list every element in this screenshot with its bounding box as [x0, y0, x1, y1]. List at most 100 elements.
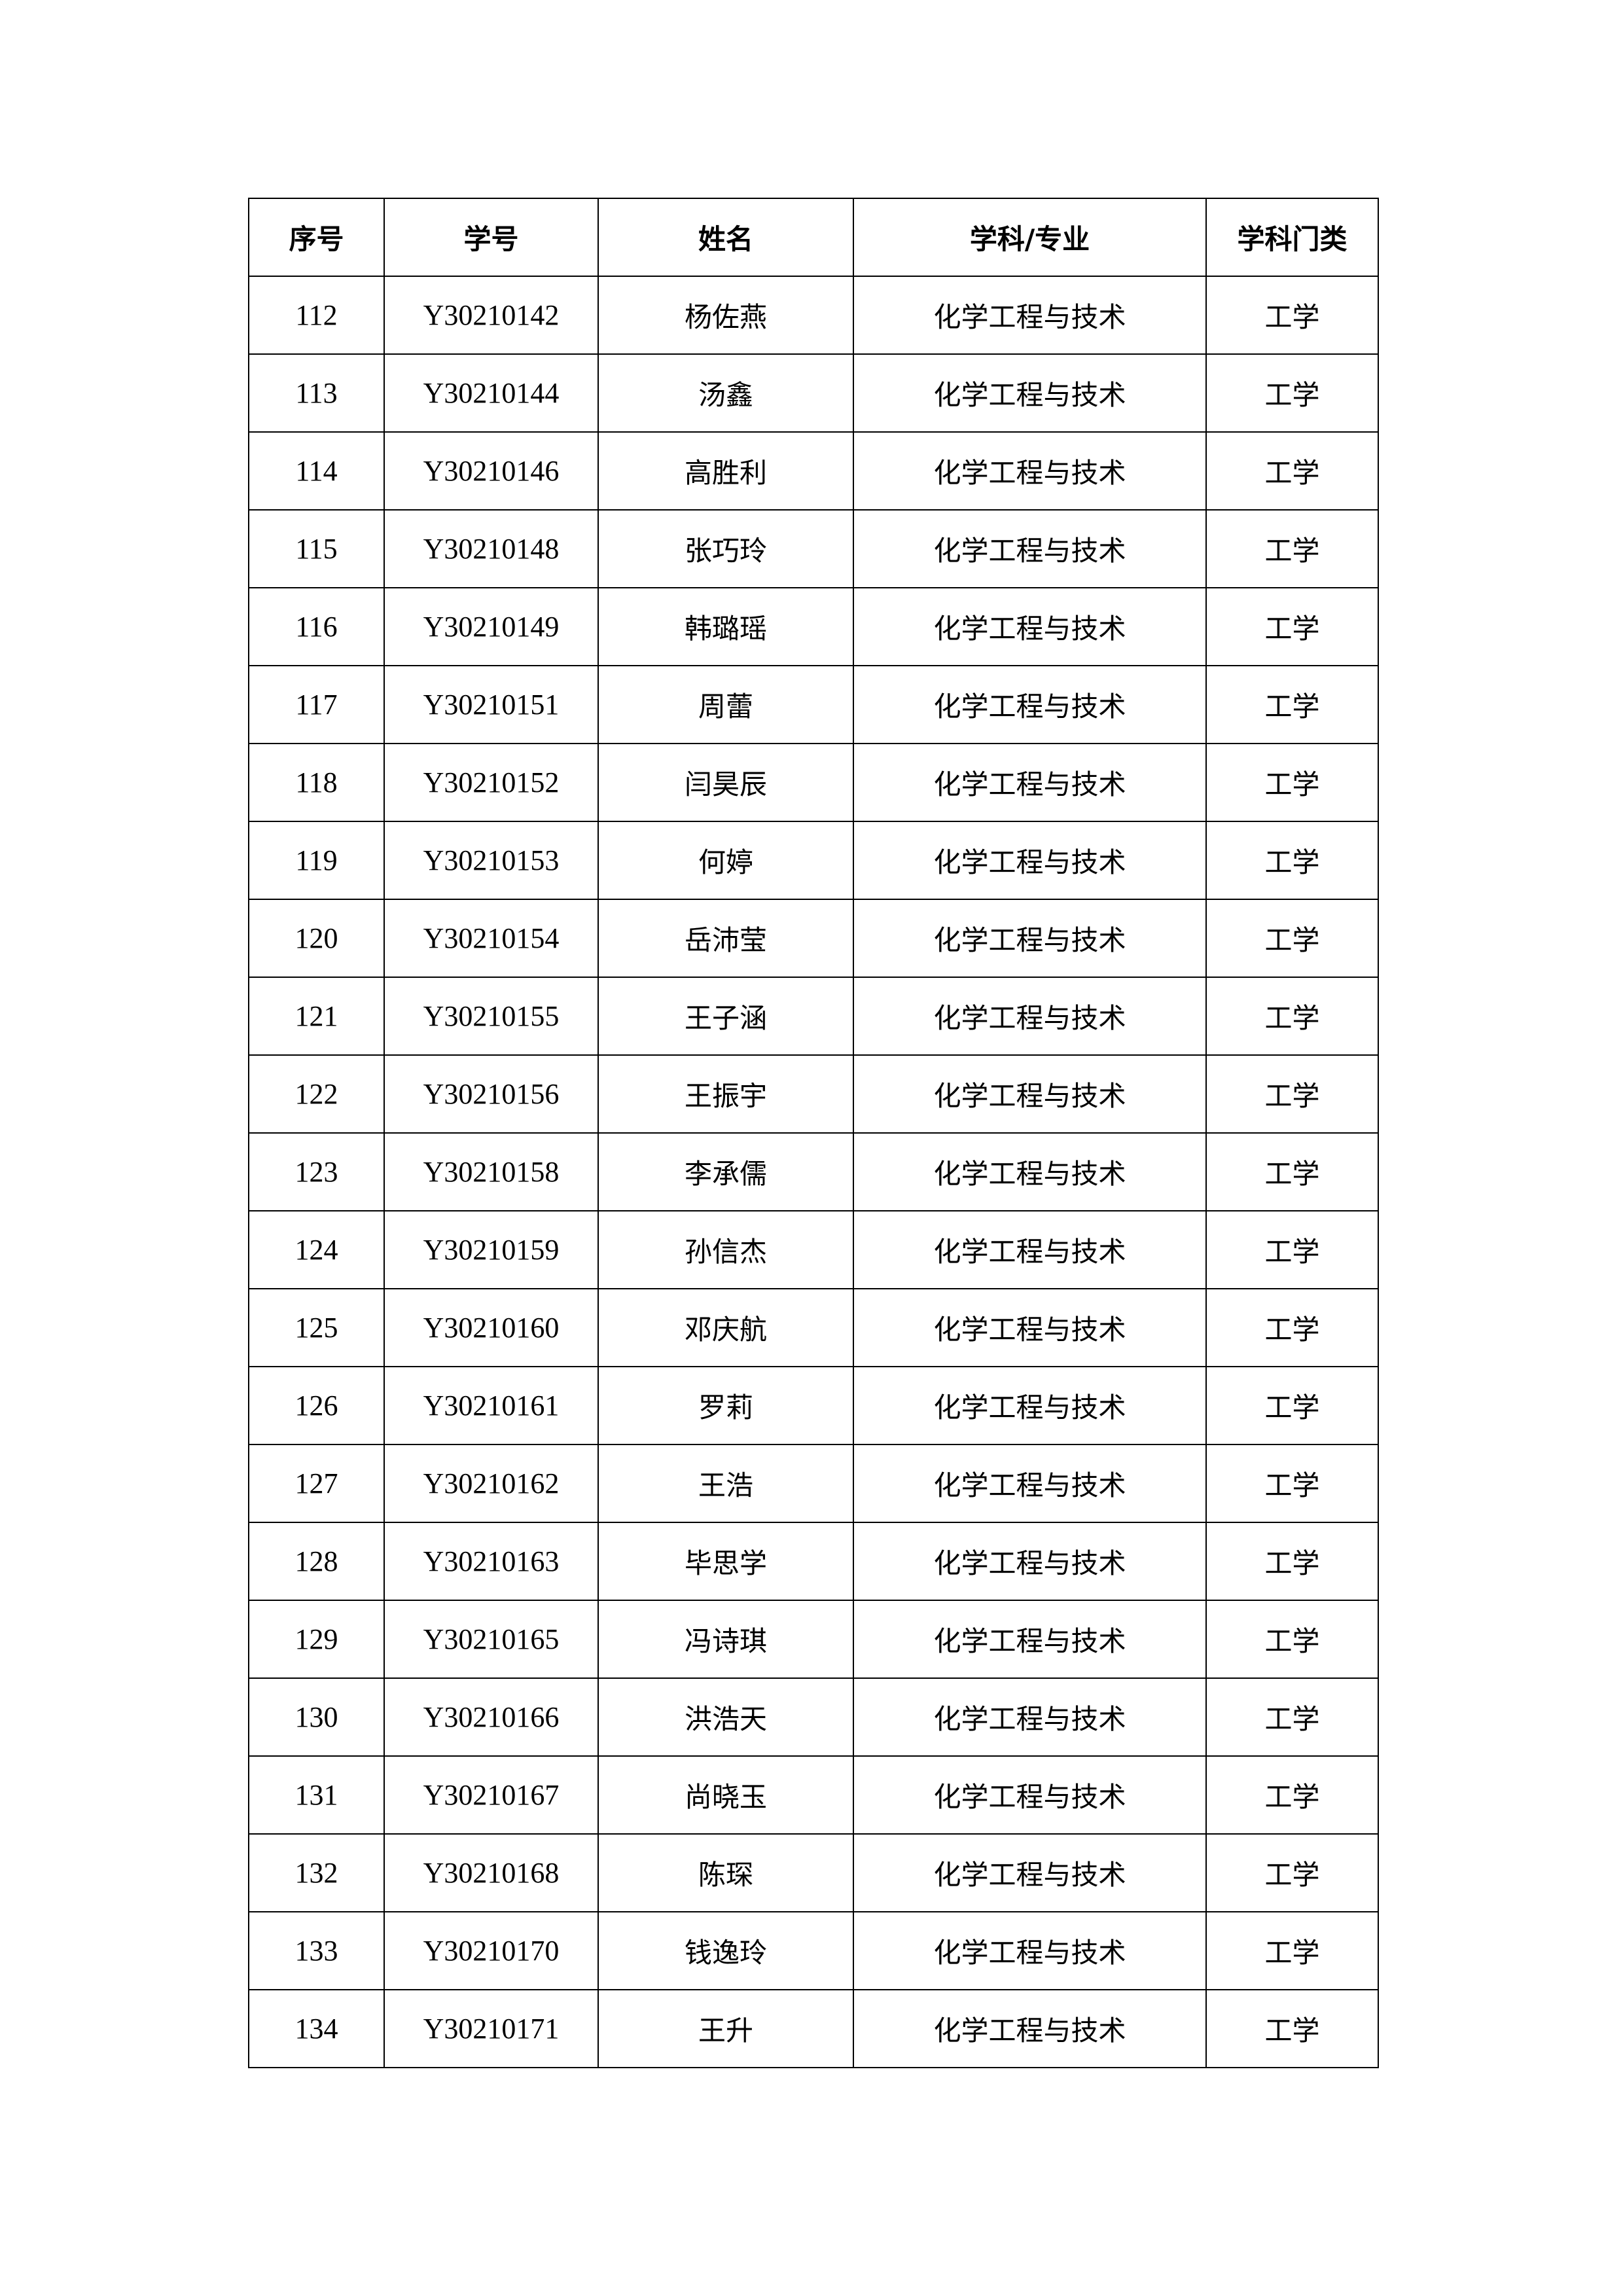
- table-row: 130 Y30210166 洪浩天 化学工程与技术 工学: [248, 1677, 1379, 1757]
- cell-major: 化学工程与技术: [853, 587, 1207, 666]
- table-row: 118 Y30210152 闫昊辰 化学工程与技术 工学: [248, 743, 1379, 822]
- cell-student-id: Y30210167: [383, 1755, 599, 1835]
- cell-category: 工学: [1205, 1522, 1379, 1601]
- cell-major: 化学工程与技术: [853, 665, 1207, 744]
- cell-category: 工学: [1205, 1444, 1379, 1523]
- cell-student-id: Y30210166: [383, 1677, 599, 1757]
- cell-major: 化学工程与技术: [853, 1210, 1207, 1289]
- header-index: 序号: [248, 198, 385, 277]
- table-row: 114 Y30210146 高胜利 化学工程与技术 工学: [248, 431, 1379, 511]
- cell-name: 毕思学: [597, 1522, 854, 1601]
- cell-major: 化学工程与技术: [853, 1989, 1207, 2068]
- table-row: 121 Y30210155 王子涵 化学工程与技术 工学: [248, 977, 1379, 1056]
- cell-student-id: Y30210170: [383, 1911, 599, 1990]
- cell-name: 孙信杰: [597, 1210, 854, 1289]
- cell-index: 126: [248, 1366, 385, 1445]
- cell-student-id: Y30210156: [383, 1054, 599, 1134]
- cell-major: 化学工程与技术: [853, 1911, 1207, 1990]
- cell-student-id: Y30210153: [383, 821, 599, 900]
- cell-student-id: Y30210144: [383, 353, 599, 433]
- cell-index: 115: [248, 509, 385, 588]
- cell-major: 化学工程与技术: [853, 1833, 1207, 1912]
- cell-major: 化学工程与技术: [853, 1444, 1207, 1523]
- table-row: 119 Y30210153 何婷 化学工程与技术 工学: [248, 821, 1379, 900]
- cell-index: 112: [248, 276, 385, 355]
- cell-name: 汤鑫: [597, 353, 854, 433]
- header-category: 学科门类: [1205, 198, 1379, 277]
- cell-major: 化学工程与技术: [853, 1600, 1207, 1679]
- cell-major: 化学工程与技术: [853, 353, 1207, 433]
- cell-student-id: Y30210142: [383, 276, 599, 355]
- cell-category: 工学: [1205, 743, 1379, 822]
- table-row: 132 Y30210168 陈琛 化学工程与技术 工学: [248, 1833, 1379, 1912]
- cell-student-id: Y30210162: [383, 1444, 599, 1523]
- cell-index: 121: [248, 977, 385, 1056]
- cell-index: 124: [248, 1210, 385, 1289]
- cell-category: 工学: [1205, 509, 1379, 588]
- cell-category: 工学: [1205, 1054, 1379, 1134]
- cell-major: 化学工程与技术: [853, 509, 1207, 588]
- cell-student-id: Y30210148: [383, 509, 599, 588]
- table-row: 131 Y30210167 尚晓玉 化学工程与技术 工学: [248, 1755, 1379, 1835]
- cell-major: 化学工程与技术: [853, 743, 1207, 822]
- cell-name: 尚晓玉: [597, 1755, 854, 1835]
- cell-index: 117: [248, 665, 385, 744]
- header-row: 序号 学号 姓名 学科/专业 学科门类: [248, 198, 1379, 277]
- cell-category: 工学: [1205, 1677, 1379, 1757]
- cell-name: 洪浩天: [597, 1677, 854, 1757]
- cell-name: 王振宇: [597, 1054, 854, 1134]
- cell-major: 化学工程与技术: [853, 977, 1207, 1056]
- cell-student-id: Y30210165: [383, 1600, 599, 1679]
- table-row: 128 Y30210163 毕思学 化学工程与技术 工学: [248, 1522, 1379, 1601]
- cell-category: 工学: [1205, 1210, 1379, 1289]
- cell-category: 工学: [1205, 665, 1379, 744]
- cell-student-id: Y30210152: [383, 743, 599, 822]
- cell-student-id: Y30210155: [383, 977, 599, 1056]
- cell-major: 化学工程与技术: [853, 1522, 1207, 1601]
- cell-category: 工学: [1205, 1755, 1379, 1835]
- cell-student-id: Y30210149: [383, 587, 599, 666]
- cell-index: 134: [248, 1989, 385, 2068]
- cell-student-id: Y30210159: [383, 1210, 599, 1289]
- cell-major: 化学工程与技术: [853, 1132, 1207, 1211]
- cell-name: 韩璐瑶: [597, 587, 854, 666]
- cell-name: 钱逸玲: [597, 1911, 854, 1990]
- cell-major: 化学工程与技术: [853, 821, 1207, 900]
- cell-index: 131: [248, 1755, 385, 1835]
- cell-student-id: Y30210158: [383, 1132, 599, 1211]
- table-row: 134 Y30210171 王升 化学工程与技术 工学: [248, 1989, 1379, 2068]
- table-row: 112 Y30210142 杨佐燕 化学工程与技术 工学: [248, 276, 1379, 355]
- table-row: 133 Y30210170 钱逸玲 化学工程与技术 工学: [248, 1911, 1379, 1990]
- cell-category: 工学: [1205, 1911, 1379, 1990]
- cell-name: 陈琛: [597, 1833, 854, 1912]
- cell-index: 123: [248, 1132, 385, 1211]
- cell-name: 何婷: [597, 821, 854, 900]
- table-row: 116 Y30210149 韩璐瑶 化学工程与技术 工学: [248, 587, 1379, 666]
- table-row: 122 Y30210156 王振宇 化学工程与技术 工学: [248, 1054, 1379, 1134]
- cell-index: 120: [248, 899, 385, 978]
- cell-name: 高胜利: [597, 431, 854, 511]
- cell-category: 工学: [1205, 353, 1379, 433]
- table-row: 127 Y30210162 王浩 化学工程与技术 工学: [248, 1444, 1379, 1523]
- table-row: 115 Y30210148 张巧玲 化学工程与技术 工学: [248, 509, 1379, 588]
- cell-index: 129: [248, 1600, 385, 1679]
- cell-student-id: Y30210160: [383, 1288, 599, 1367]
- cell-name: 冯诗琪: [597, 1600, 854, 1679]
- cell-index: 114: [248, 431, 385, 511]
- header-student-id: 学号: [383, 198, 599, 277]
- table-row: 113 Y30210144 汤鑫 化学工程与技术 工学: [248, 353, 1379, 433]
- cell-category: 工学: [1205, 1600, 1379, 1679]
- cell-major: 化学工程与技术: [853, 1366, 1207, 1445]
- cell-index: 130: [248, 1677, 385, 1757]
- cell-student-id: Y30210151: [383, 665, 599, 744]
- cell-category: 工学: [1205, 977, 1379, 1056]
- table-row: 123 Y30210158 李承儒 化学工程与技术 工学: [248, 1132, 1379, 1211]
- cell-major: 化学工程与技术: [853, 1677, 1207, 1757]
- cell-index: 118: [248, 743, 385, 822]
- cell-category: 工学: [1205, 431, 1379, 511]
- header-name: 姓名: [597, 198, 854, 277]
- cell-major: 化学工程与技术: [853, 1755, 1207, 1835]
- cell-index: 122: [248, 1054, 385, 1134]
- cell-student-id: Y30210161: [383, 1366, 599, 1445]
- cell-index: 127: [248, 1444, 385, 1523]
